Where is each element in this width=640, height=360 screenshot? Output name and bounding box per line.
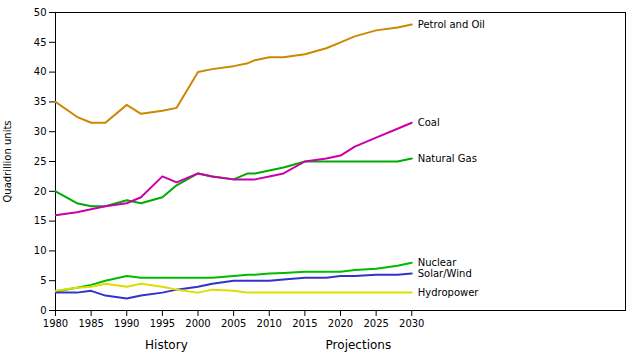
svg-text:1995: 1995 [150,318,175,329]
svg-text:2010: 2010 [257,318,282,329]
svg-text:2005: 2005 [221,318,246,329]
svg-text:2000: 2000 [185,318,210,329]
svg-text:1985: 1985 [78,318,103,329]
svg-text:45: 45 [34,37,47,48]
svg-text:Petrol and Oil: Petrol and Oil [418,19,485,30]
svg-text:20: 20 [34,186,47,197]
svg-text:0: 0 [40,305,46,316]
svg-text:25: 25 [34,156,47,167]
svg-text:40: 40 [34,66,47,77]
svg-text:2030: 2030 [399,318,424,329]
svg-text:1990: 1990 [114,318,139,329]
svg-text:Natural Gas: Natural Gas [418,153,477,164]
svg-text:Nuclear: Nuclear [418,257,457,268]
svg-text:2020: 2020 [328,318,353,329]
svg-text:Hydropower: Hydropower [418,287,480,298]
html-text:Projections: Projections [325,338,392,352]
svg-text:35: 35 [34,96,47,107]
svg-text:2025: 2025 [363,318,388,329]
svg-text:2015: 2015 [292,318,317,329]
svg-text:Solar/Wind: Solar/Wind [418,268,472,279]
svg-text:Quadrillion units: Quadrillion units [2,120,13,202]
svg-text:5: 5 [40,275,46,286]
svg-text:10: 10 [34,245,47,256]
svg-text:Coal: Coal [418,117,440,128]
svg-text:50: 50 [34,7,47,18]
svg-text:15: 15 [34,215,47,226]
svg-text:1980: 1980 [43,318,68,329]
svg-text:30: 30 [34,126,47,137]
html-text:History: History [145,338,188,352]
